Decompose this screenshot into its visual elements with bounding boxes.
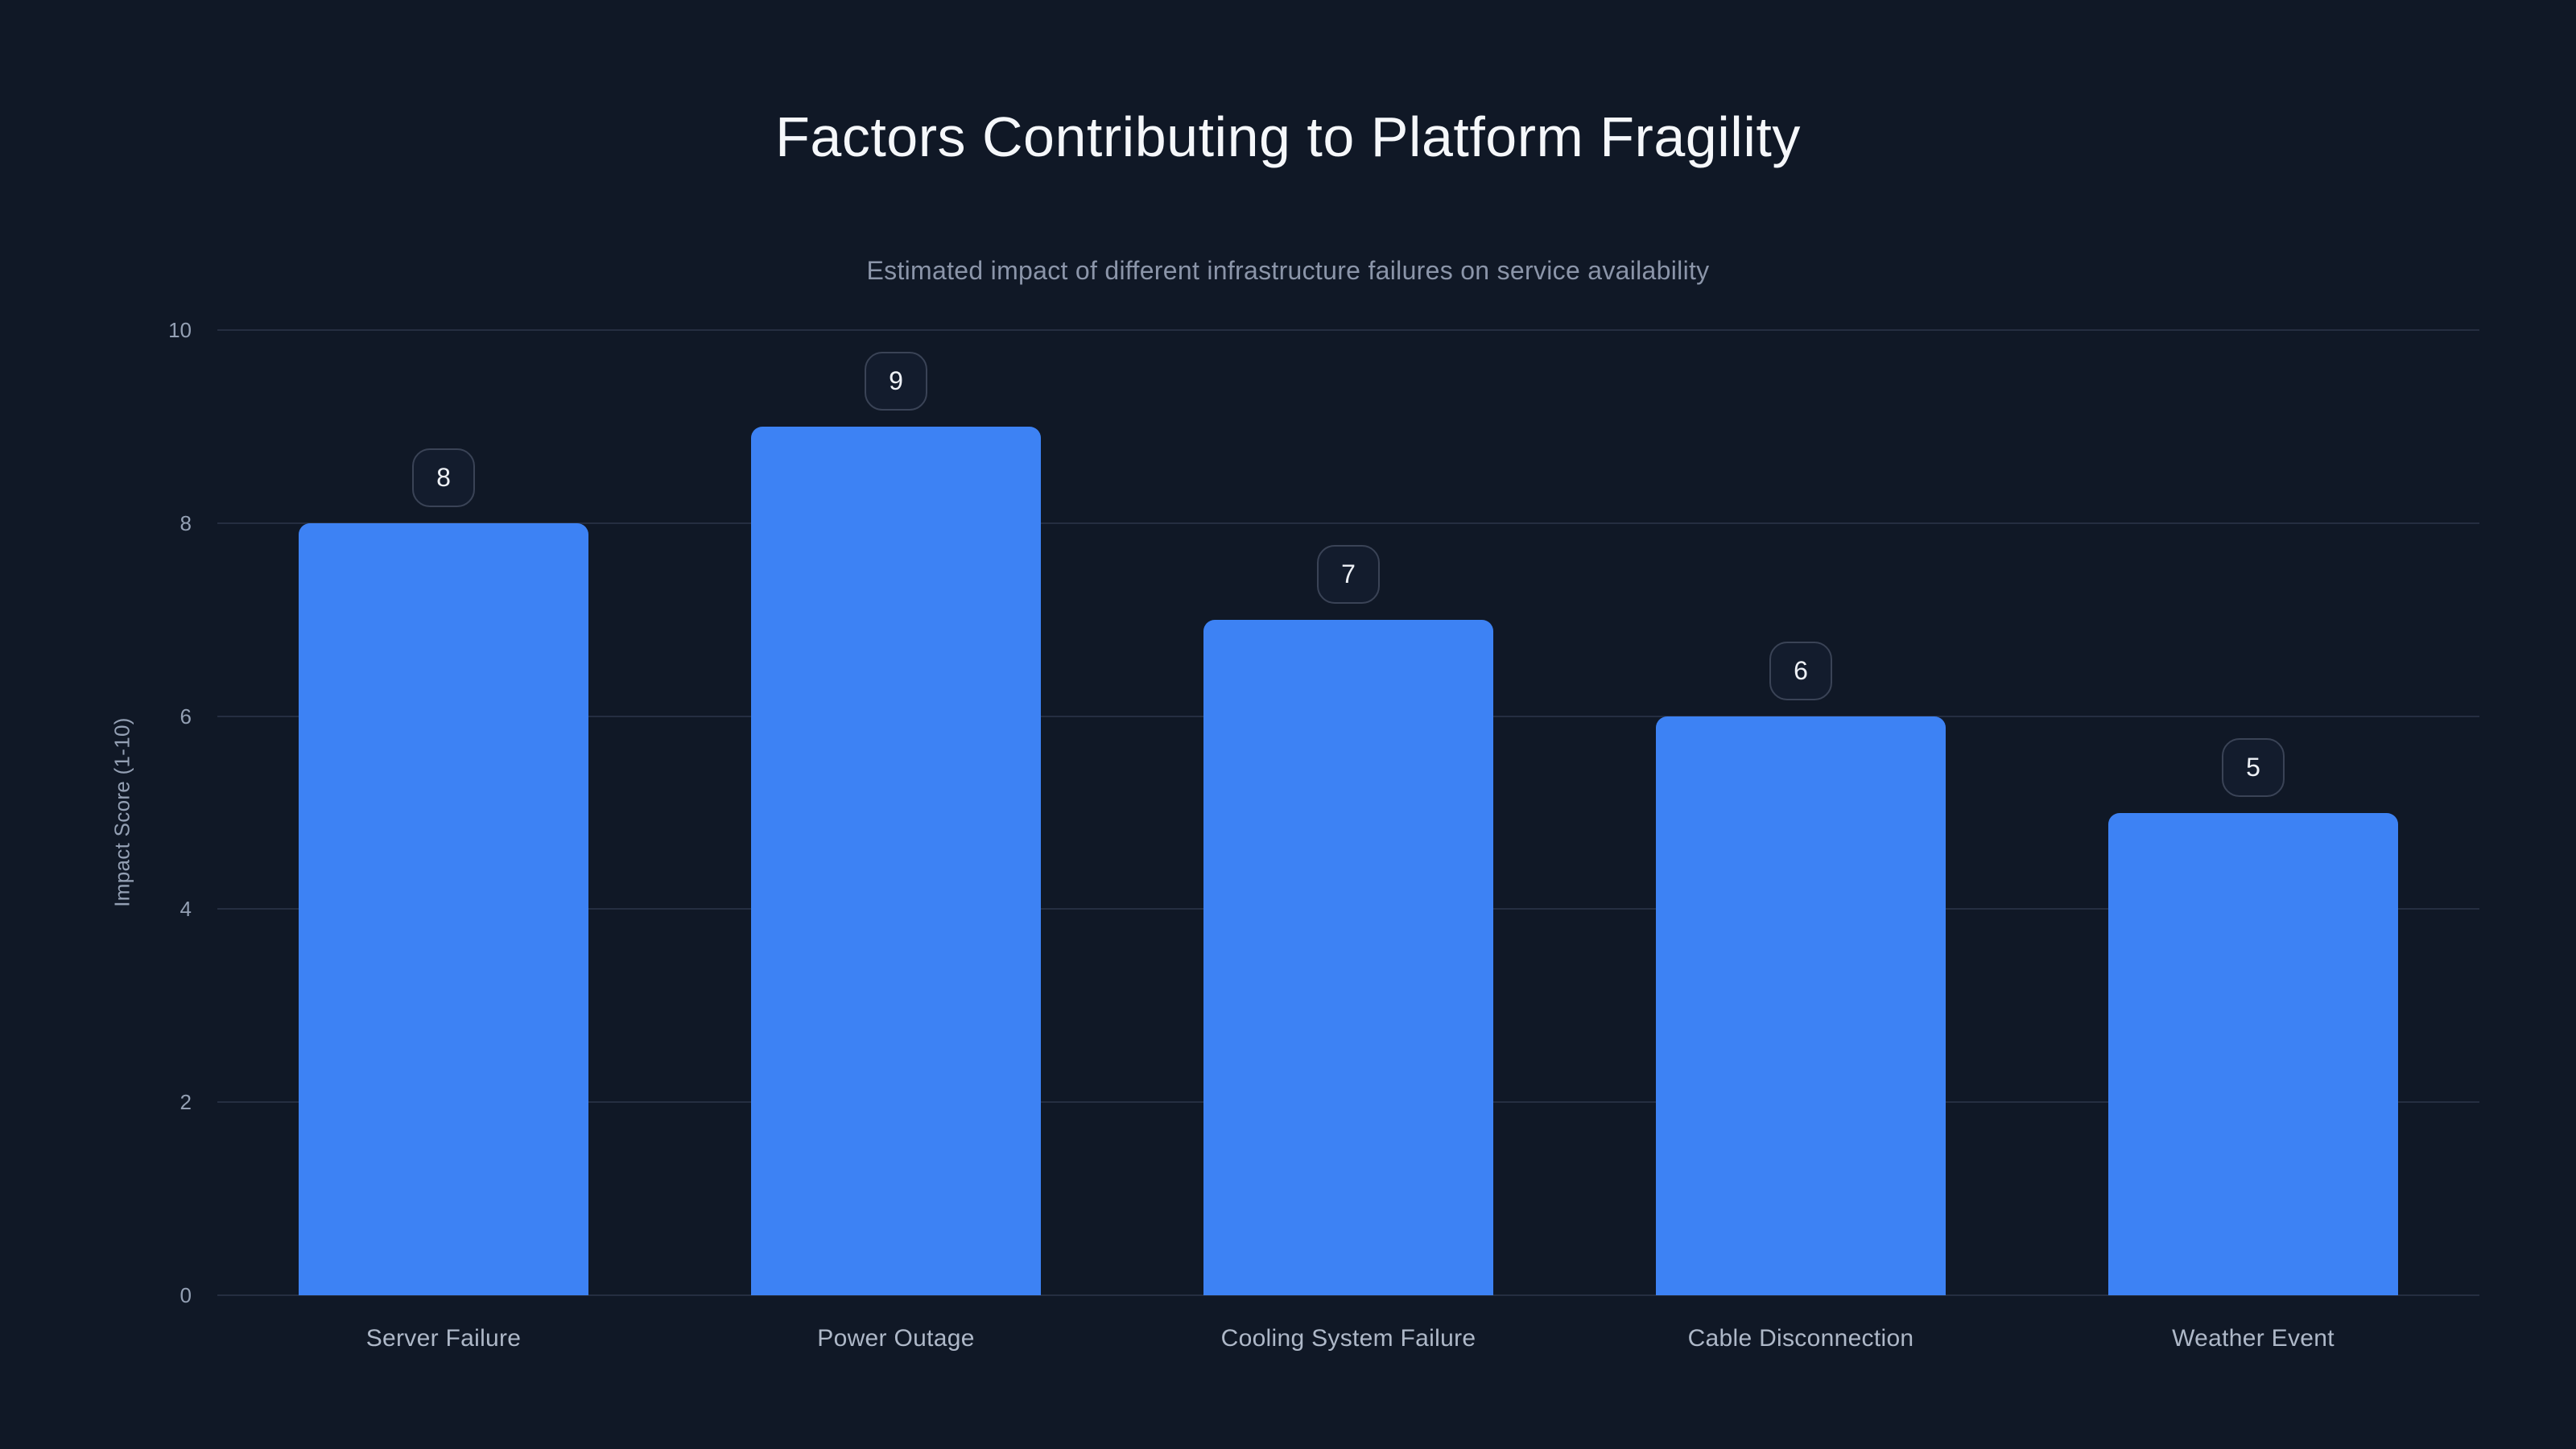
x-axis-category-label: Power Outage: [817, 1325, 975, 1352]
chart-subtitle: Estimated impact of different infrastruc…: [866, 256, 1710, 285]
y-axis-tick-label: 2: [180, 1090, 192, 1115]
y-axis-tick-label: 6: [180, 704, 192, 729]
bar-value-badge: 6: [1769, 641, 1832, 700]
y-axis-tick-label: 0: [180, 1283, 192, 1307]
bar: [1203, 619, 1493, 1295]
x-axis-category-label: Weather Event: [2172, 1325, 2334, 1352]
x-axis-category-label: Cooling System Failure: [1220, 1325, 1476, 1352]
y-axis-tick-label: 8: [180, 510, 192, 535]
bar-value-badge: 7: [1317, 544, 1380, 604]
y-axis-tick-label: 4: [180, 897, 192, 922]
bar-value-badge: 5: [2222, 737, 2285, 797]
bar-value-badge: 9: [865, 351, 927, 411]
bar-value-badge: 8: [412, 448, 475, 507]
bar: [2108, 812, 2398, 1295]
gridline: [217, 329, 2479, 331]
gridline: [217, 522, 2479, 524]
x-axis-category-label: Cable Disconnection: [1687, 1325, 1914, 1352]
gridline: [217, 1294, 2479, 1296]
bar: [299, 522, 588, 1295]
bar: [751, 426, 1041, 1295]
x-axis-category-label: Server Failure: [365, 1325, 522, 1352]
chart-title: Factors Contributing to Platform Fragili…: [775, 105, 1801, 168]
y-axis-tick-label: 10: [168, 318, 192, 342]
bar: [1656, 716, 1946, 1295]
